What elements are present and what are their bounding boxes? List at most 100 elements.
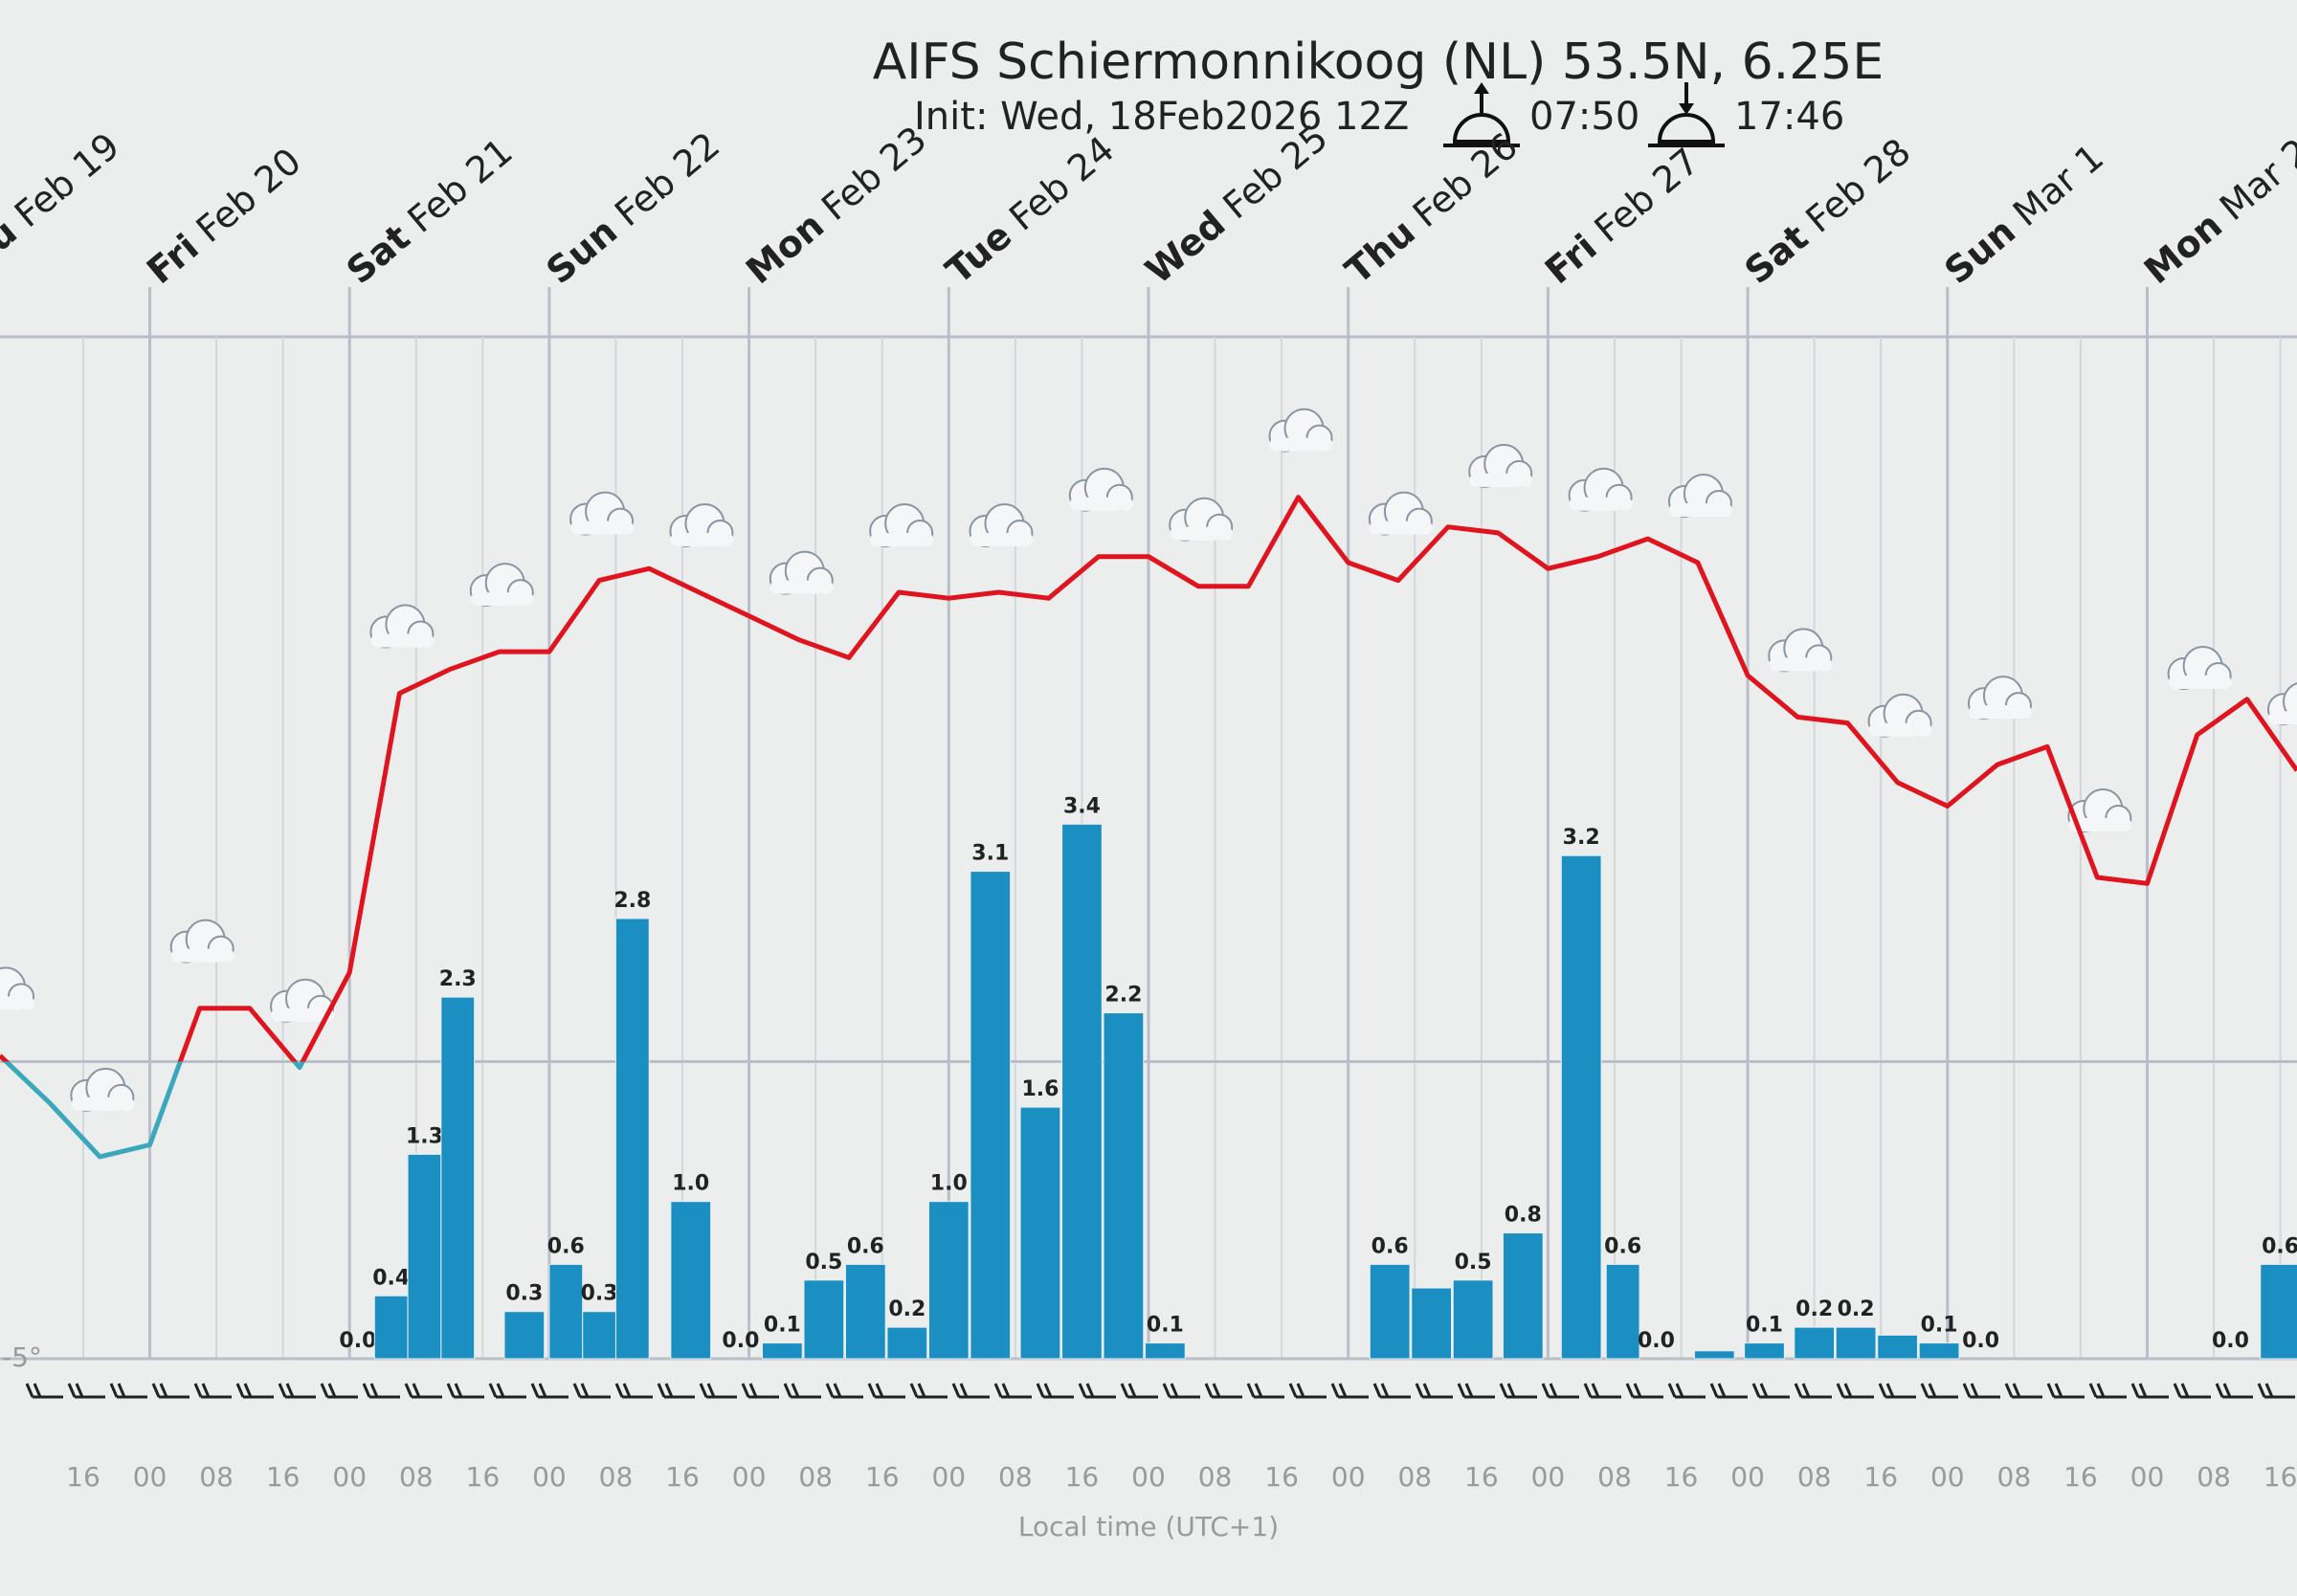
precip-bar [886, 1326, 928, 1360]
value-label: 0.3 [505, 1282, 543, 1306]
x-tick-label: 08 [1397, 1461, 1432, 1493]
precip-bar [2260, 1263, 2297, 1360]
precip-bar [803, 1279, 845, 1360]
barb-flag [833, 1383, 842, 1398]
barb-flag [1885, 1383, 1895, 1398]
x-tick-label: 16 [266, 1461, 301, 1493]
wind-barb [151, 1383, 190, 1399]
barb-flag [369, 1383, 379, 1398]
barb-flag [1036, 1383, 1045, 1398]
precip-bar [1918, 1342, 1960, 1360]
wind-barb [825, 1383, 863, 1399]
barb-flag [993, 1383, 1003, 1398]
barb-flag [2054, 1383, 2063, 1398]
x-tick-label: 16 [1065, 1461, 1100, 1493]
x-tick-label: 08 [2197, 1461, 2231, 1493]
x-tick-label: 16 [865, 1461, 900, 1493]
wind-barb [530, 1383, 569, 1399]
barb-flag [67, 1383, 77, 1398]
y-tick-label: -5° [2, 1341, 42, 1373]
weather-icon [1867, 693, 1932, 738]
value-label: 3.2 [1563, 826, 1600, 850]
wind-barb [2088, 1383, 2127, 1399]
x-tick-label: 00 [1331, 1461, 1366, 1493]
precip-bar [1452, 1279, 1494, 1360]
cloud-part [2283, 682, 2297, 721]
weather-icon [1568, 467, 1633, 512]
barb-flag [109, 1383, 119, 1398]
cloud-base [570, 521, 635, 535]
cloud-base [1769, 657, 1833, 672]
cloud-base [0, 996, 34, 1010]
barb-flag [235, 1383, 245, 1398]
value-label: 0.5 [805, 1251, 842, 1275]
barb-flag [1001, 1383, 1011, 1398]
barb-flag [1330, 1383, 1340, 1398]
precip-bar [927, 1201, 970, 1360]
precip-bar [1061, 823, 1103, 1360]
x-axis-label: Local time (UTC+1) [1018, 1511, 1279, 1542]
precip-bar [1411, 1287, 1453, 1360]
barb-flag [1920, 1383, 1929, 1398]
wind-barb [362, 1383, 400, 1399]
barb-flag [1717, 1383, 1727, 1398]
barb-flag [2222, 1383, 2232, 1398]
precip-bar [670, 1201, 712, 1360]
wind-barb [1078, 1383, 1116, 1399]
barb-flag [1288, 1383, 1298, 1398]
wind-barb [1625, 1383, 1663, 1399]
wind-barb [699, 1383, 737, 1399]
barb-flag [1878, 1383, 1887, 1398]
barb-flag [1625, 1383, 1635, 1398]
barb-flag [959, 1383, 969, 1398]
cloud-base [870, 533, 934, 546]
x-tick-label: 16 [466, 1461, 501, 1493]
wind-barb [278, 1383, 316, 1399]
precip-bar [614, 918, 650, 1360]
barb-flag [1499, 1383, 1508, 1398]
value-label: 0.1 [1921, 1314, 1958, 1338]
barb-flag [1759, 1383, 1769, 1398]
barb-flag [909, 1383, 919, 1398]
barb-flag [951, 1383, 961, 1398]
precip-bar [548, 1263, 584, 1360]
precip-bar [1605, 1263, 1640, 1360]
barb-flag [875, 1383, 884, 1398]
wind-barb [1583, 1383, 1621, 1399]
x-tick-label: 08 [599, 1461, 634, 1493]
x-tick-label: 00 [332, 1461, 367, 1493]
x-tick-label: 16 [1863, 1461, 1898, 1493]
barb-flag [446, 1383, 456, 1398]
weather-icon [1268, 408, 1333, 453]
barb-flag [1801, 1383, 1811, 1398]
x-tick-label: 00 [2130, 1461, 2165, 1493]
value-label: 0.8 [1505, 1204, 1542, 1228]
weather-icon [70, 1067, 135, 1112]
value-label: 0.2 [888, 1297, 925, 1321]
barb-flag [1541, 1383, 1550, 1398]
barb-flag [151, 1383, 161, 1398]
sunrise-icon [1443, 82, 1520, 147]
barb-flag [1380, 1383, 1390, 1398]
weather-icon [1169, 497, 1234, 542]
barb-flag [1254, 1383, 1263, 1398]
wind-barb [1920, 1383, 1958, 1399]
barb-flag [1078, 1383, 1087, 1398]
wind-barb [67, 1383, 105, 1399]
precip-bar [407, 1153, 442, 1360]
precip-bar [1019, 1106, 1061, 1360]
barb-flag [706, 1383, 716, 1398]
barb-flag [1583, 1383, 1593, 1398]
weather-icon [1967, 676, 2032, 720]
barb-flag [664, 1383, 674, 1398]
weather-icon [1468, 443, 1533, 488]
temperature-line [0, 495, 2297, 1160]
wind-barb [109, 1383, 147, 1399]
value-label: 2.2 [1104, 984, 1142, 1008]
wind-barb [1836, 1383, 1874, 1399]
wind-barb [1330, 1383, 1369, 1399]
wind-barb [2257, 1383, 2295, 1399]
barb-flag [117, 1383, 126, 1398]
barb-flag [572, 1383, 582, 1398]
